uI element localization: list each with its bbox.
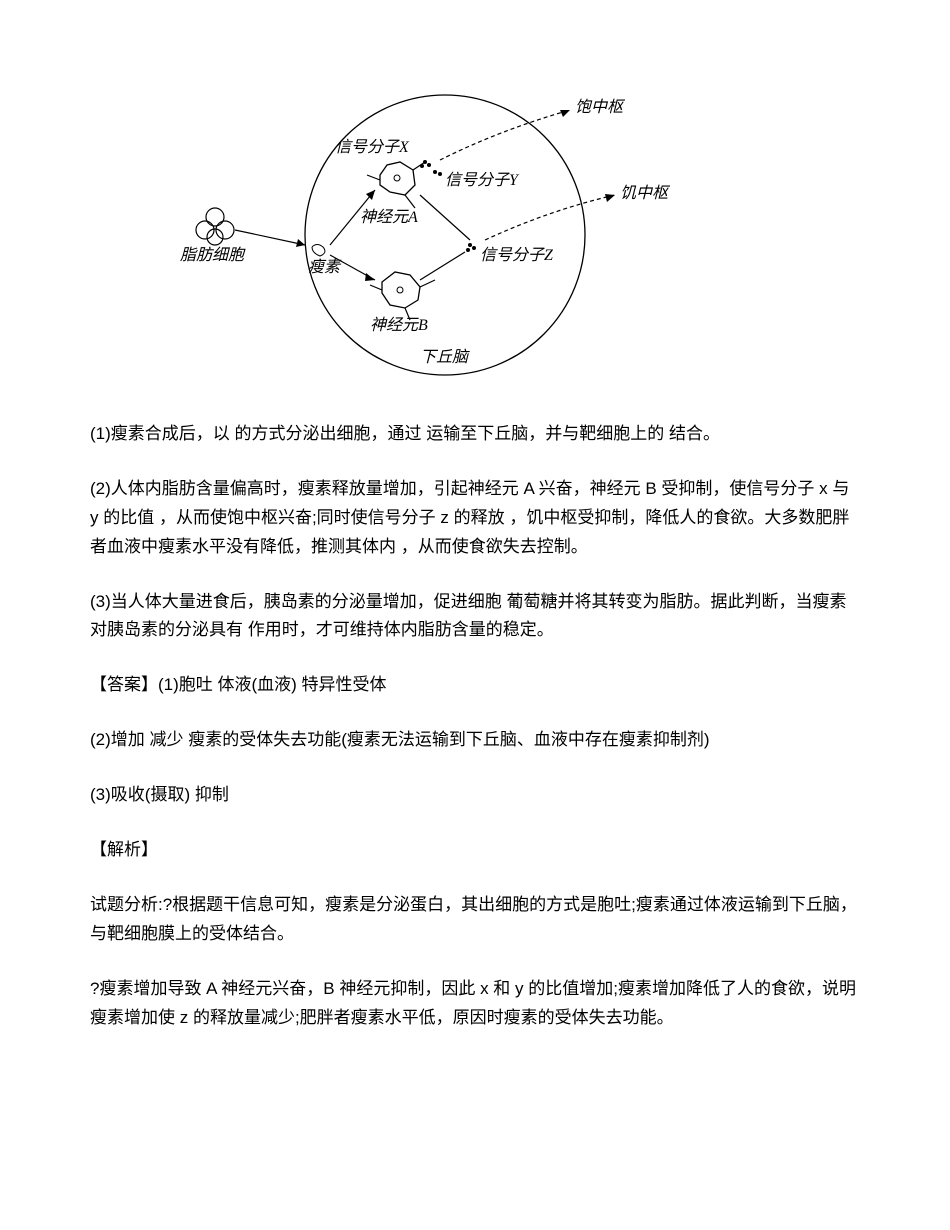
- signal-y-label: 信号分子Y: [445, 171, 520, 189]
- arrow-a-down: [420, 195, 470, 240]
- satiety-center-label: 饱中枢: [575, 98, 626, 116]
- answer-2: (2)增加 减少 瘦素的受体失去功能(瘦素无法运输到下丘脑、血液中存在瘦素抑制剂…: [90, 726, 860, 755]
- analysis-1: 试题分析:?根据题干信息可知，瘦素是分泌蛋白，其出细胞的方式是胞吐;瘦素通过体液…: [90, 891, 860, 949]
- analysis-header: 【解析】: [90, 836, 860, 865]
- dashed-hunger: [485, 195, 615, 240]
- signal-y-synapse: [433, 170, 442, 176]
- arrowhead-3: [365, 273, 375, 281]
- leptin-label: 瘦素: [308, 258, 342, 276]
- fat-cell-label: 脂肪细胞: [180, 246, 246, 264]
- answer-3: (3)吸收(摄取) 抑制: [90, 781, 860, 810]
- answer-line: 【答案】(1)胞吐 体液(血液) 特异性受体: [90, 671, 860, 700]
- neuron-a-label: 神经元A: [360, 208, 418, 226]
- hypothalamus-label: 下丘脑: [420, 348, 470, 366]
- arrowhead-1: [296, 239, 305, 247]
- neuron-b-label: 神经元B: [370, 316, 428, 334]
- neuron-b-icon: [370, 272, 435, 320]
- arrowhead-4: [560, 110, 570, 117]
- dashed-satiety: [440, 110, 570, 160]
- paragraph-1: (1)瘦素合成后，以 的方式分泌出细胞，通过 运输至下丘脑，并与靶细胞上的 结合…: [90, 420, 860, 449]
- arrow-fat-leptin: [235, 230, 305, 245]
- analysis-2: ?瘦素增加导致 A 神经元兴奋，B 神经元抑制，因此 x 和 y 的比值增加;瘦…: [90, 975, 860, 1033]
- diagram-svg: 脂肪细胞 瘦素 神经元A 神经元B: [140, 80, 700, 390]
- neuron-a-icon: [367, 162, 425, 208]
- hypothalamus-circle: [305, 95, 585, 375]
- arrow-b-z: [420, 252, 465, 280]
- hypothalamus-diagram: 脂肪细胞 瘦素 神经元A 神经元B: [140, 80, 700, 390]
- paragraph-2: (2)人体内脂肪含量偏高时，瘦素释放量增加，引起神经元 A 兴奋，神经元 B 受…: [90, 475, 860, 562]
- fat-cells-icon: [196, 208, 234, 245]
- signal-z-synapse: [466, 243, 476, 252]
- leptin-marker: [312, 245, 325, 257]
- signal-x-label: 信号分子X: [335, 138, 410, 156]
- hunger-center-label: 饥中枢: [620, 184, 671, 202]
- paragraph-3: (3)当人体大量进食后，胰岛素的分泌量增加，促进细胞 葡萄糖并将其转变为脂肪。据…: [90, 588, 860, 646]
- signal-z-label: 信号分子Z: [480, 246, 554, 264]
- arrowhead-5: [605, 194, 615, 202]
